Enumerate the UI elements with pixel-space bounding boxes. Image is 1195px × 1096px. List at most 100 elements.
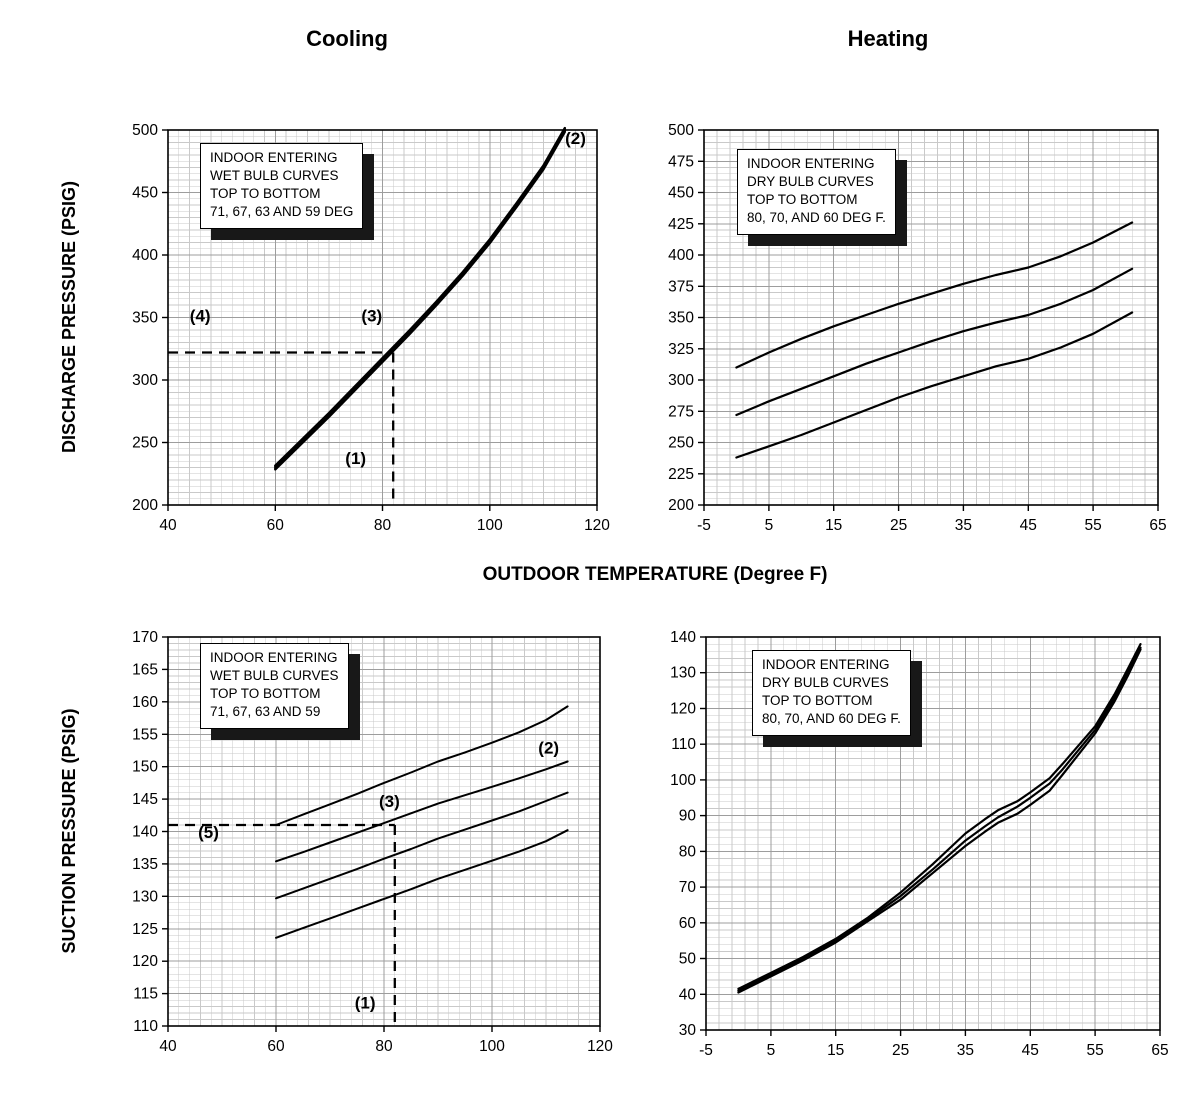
svg-text:250: 250 xyxy=(668,435,694,452)
svg-text:100: 100 xyxy=(479,1038,505,1055)
svg-text:15: 15 xyxy=(825,517,842,533)
legend-text-line: DRY BULB CURVES xyxy=(747,174,874,189)
step-annotation: (1) xyxy=(345,449,366,468)
svg-text:100: 100 xyxy=(477,517,503,533)
svg-text:140: 140 xyxy=(670,629,696,646)
series-curve xyxy=(735,311,1134,459)
svg-text:250: 250 xyxy=(132,435,158,452)
svg-text:130: 130 xyxy=(670,665,696,682)
data-series xyxy=(735,221,1134,459)
axis-ticks-and-labels: -5 5 15 25 35 45 55 65 200 225 250 275 300 325 350 375 4… xyxy=(668,122,1167,533)
svg-text:450: 450 xyxy=(132,185,158,202)
svg-text:120: 120 xyxy=(670,701,696,718)
legend-text-line: WET BULB CURVES xyxy=(210,668,339,683)
legend-text-line: TOP TO BOTTOM xyxy=(747,192,858,207)
svg-text:120: 120 xyxy=(132,953,158,970)
svg-text:475: 475 xyxy=(668,153,694,170)
data-series xyxy=(737,643,1142,994)
svg-text:55: 55 xyxy=(1086,1042,1103,1059)
cooling-suction-pressure-chart: 40 60 80 100 120 110 115 120 125 130 135 140 145 150 1… xyxy=(132,629,613,1055)
svg-text:5: 5 xyxy=(765,517,774,533)
cooling-discharge-legend-box: INDOOR ENTERING WET BULB CURVES TOP TO B… xyxy=(200,143,364,229)
svg-text:125: 125 xyxy=(132,921,158,938)
svg-text:400: 400 xyxy=(668,247,694,264)
outdoor-temperature-axis-label: OUTDOOR TEMPERATURE (Degree F) xyxy=(482,564,828,585)
step-annotation: (2) xyxy=(538,739,559,758)
svg-text:300: 300 xyxy=(668,372,694,389)
svg-text:120: 120 xyxy=(584,517,610,533)
step-annotation: (3) xyxy=(361,306,382,325)
svg-text:375: 375 xyxy=(668,278,694,295)
data-series xyxy=(274,126,566,471)
svg-text:80: 80 xyxy=(375,1038,393,1055)
legend-text-line: 71, 67, 63 AND 59 DEG xyxy=(210,204,354,219)
svg-text:80: 80 xyxy=(374,517,392,533)
svg-text:25: 25 xyxy=(892,1042,909,1059)
heating-discharge-legend-box: INDOOR ENTERING DRY BULB CURVES TOP TO B… xyxy=(737,149,896,235)
svg-text:145: 145 xyxy=(132,791,158,808)
svg-text:350: 350 xyxy=(668,310,694,327)
svg-text:65: 65 xyxy=(1149,517,1166,533)
legend-text-line: INDOOR ENTERING xyxy=(762,657,890,672)
svg-text:60: 60 xyxy=(267,517,285,533)
axis-ticks-and-labels: 40 60 80 100 120 110 115 120 125 130 135 140 145 150 1… xyxy=(132,629,613,1055)
svg-text:55: 55 xyxy=(1084,517,1101,533)
svg-text:200: 200 xyxy=(132,497,158,514)
svg-text:200: 200 xyxy=(668,497,694,514)
svg-text:40: 40 xyxy=(159,517,177,533)
heating-discharge-pressure-chart: -5 5 15 25 35 45 55 65 200 225 250 275 300 325 350 375 4… xyxy=(668,122,1167,533)
svg-text:170: 170 xyxy=(132,629,158,646)
svg-text:400: 400 xyxy=(132,247,158,264)
svg-text:500: 500 xyxy=(668,122,694,139)
svg-text:120: 120 xyxy=(587,1038,613,1055)
svg-text:225: 225 xyxy=(668,466,694,483)
svg-text:115: 115 xyxy=(133,986,158,1003)
axis-ticks-and-labels: 40 60 80 100 120 200 250 300 350 400 450 500 xyxy=(132,122,610,533)
svg-text:130: 130 xyxy=(132,888,158,905)
cooling-column-title: Cooling xyxy=(306,26,388,51)
series-curve xyxy=(735,221,1134,369)
step-annotation: (1) xyxy=(355,994,376,1013)
svg-text:-5: -5 xyxy=(699,1042,713,1059)
step-annotation: (4) xyxy=(190,306,211,325)
svg-text:45: 45 xyxy=(1022,1042,1039,1059)
svg-text:275: 275 xyxy=(668,403,694,420)
cooling-suction-legend-box: INDOOR ENTERING WET BULB CURVES TOP TO B… xyxy=(200,643,349,729)
series-curve xyxy=(737,648,1142,994)
svg-text:425: 425 xyxy=(668,216,694,233)
series-curve xyxy=(737,643,1142,990)
series-curve xyxy=(737,646,1142,992)
svg-text:5: 5 xyxy=(767,1042,776,1059)
svg-text:160: 160 xyxy=(132,694,158,711)
series-curve xyxy=(735,267,1134,417)
svg-text:325: 325 xyxy=(668,341,694,358)
svg-text:150: 150 xyxy=(132,759,158,776)
svg-text:35: 35 xyxy=(957,1042,974,1059)
svg-text:165: 165 xyxy=(132,661,158,678)
series-curve xyxy=(275,705,569,826)
svg-text:140: 140 xyxy=(132,824,158,841)
svg-text:30: 30 xyxy=(679,1022,697,1039)
legend-text-line: TOP TO BOTTOM xyxy=(762,693,873,708)
step-annotation: (3) xyxy=(379,792,400,811)
series-curve xyxy=(275,760,569,863)
legend-text-line: INDOOR ENTERING xyxy=(747,156,875,171)
svg-text:100: 100 xyxy=(670,772,696,789)
grid-lines xyxy=(167,636,601,1027)
series-curve xyxy=(274,130,566,471)
step-annotation: (2) xyxy=(565,129,586,148)
legend-text-line: TOP TO BOTTOM xyxy=(210,686,321,701)
legend-text-line: TOP TO BOTTOM xyxy=(210,186,321,201)
svg-text:350: 350 xyxy=(132,310,158,327)
svg-text:110: 110 xyxy=(671,736,696,753)
legend-text-line: DRY BULB CURVES xyxy=(762,675,889,690)
suction-pressure-axis-label: SUCTION PRESSURE (PSIG) xyxy=(59,708,79,954)
step-annotation: (5) xyxy=(198,823,219,842)
svg-text:70: 70 xyxy=(679,879,697,896)
svg-text:450: 450 xyxy=(668,185,694,202)
svg-text:15: 15 xyxy=(827,1042,844,1059)
svg-text:110: 110 xyxy=(133,1018,158,1035)
svg-text:65: 65 xyxy=(1151,1042,1168,1059)
heating-column-title: Heating xyxy=(847,26,929,51)
